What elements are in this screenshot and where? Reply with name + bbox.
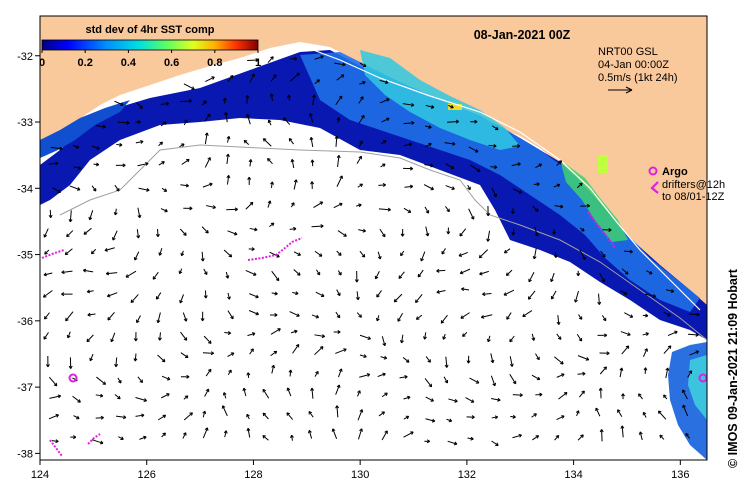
x-tick-label: 130 bbox=[351, 469, 369, 481]
colorbar-tick-label: 1 bbox=[255, 57, 261, 69]
x-tick-label: 128 bbox=[244, 469, 262, 481]
sst-hotspot bbox=[448, 104, 462, 110]
colorbar-tick-label: 0.6 bbox=[164, 57, 179, 69]
y-tick-label: -37 bbox=[17, 382, 33, 394]
y-tick-label: -33 bbox=[17, 117, 33, 129]
y-tick-label: -36 bbox=[17, 316, 33, 328]
colorbar-tick-label: 0.8 bbox=[207, 57, 222, 69]
colorbar-tick-label: 0.2 bbox=[78, 57, 93, 69]
y-tick-label: -35 bbox=[17, 250, 33, 262]
x-axis: 124 126 128 130 132 134 136 bbox=[31, 460, 690, 481]
argo-legend-line2: to 08/01-12Z bbox=[662, 191, 725, 203]
current-legend-source: NRT00 GSL bbox=[598, 46, 658, 58]
y-tick-label: -34 bbox=[17, 183, 33, 195]
x-tick-label: 132 bbox=[458, 469, 476, 481]
y-axis: -32 -33 -34 -35 -36 -37 -38 bbox=[17, 51, 40, 461]
y-tick-label: -38 bbox=[17, 448, 33, 460]
current-legend-time: 04-Jan 00:00Z bbox=[598, 59, 669, 71]
credit-text: © IMOS 09-Jan-2021 21:09 Hobart bbox=[726, 268, 740, 468]
colorbar-tick-label: 0 bbox=[39, 57, 45, 69]
sst-hotspot bbox=[598, 155, 608, 173]
x-tick-label: 134 bbox=[564, 469, 582, 481]
x-tick-label: 126 bbox=[138, 469, 156, 481]
colorbar-tick-label: 0.4 bbox=[121, 57, 137, 69]
y-tick-label: -32 bbox=[17, 51, 33, 63]
argo-legend-label: Argo bbox=[662, 166, 688, 178]
map-title: 08-Jan-2021 00Z bbox=[474, 28, 571, 42]
argo-legend-line1: drifters@12h bbox=[662, 179, 725, 191]
current-legend-scale: 0.5m/s (1kt 24h) bbox=[598, 72, 677, 84]
colorbar-gradient bbox=[42, 40, 258, 50]
x-tick-label: 136 bbox=[671, 469, 689, 481]
x-tick-label: 124 bbox=[31, 469, 49, 481]
colorbar-label: std dev of 4hr SST comp bbox=[86, 24, 215, 36]
